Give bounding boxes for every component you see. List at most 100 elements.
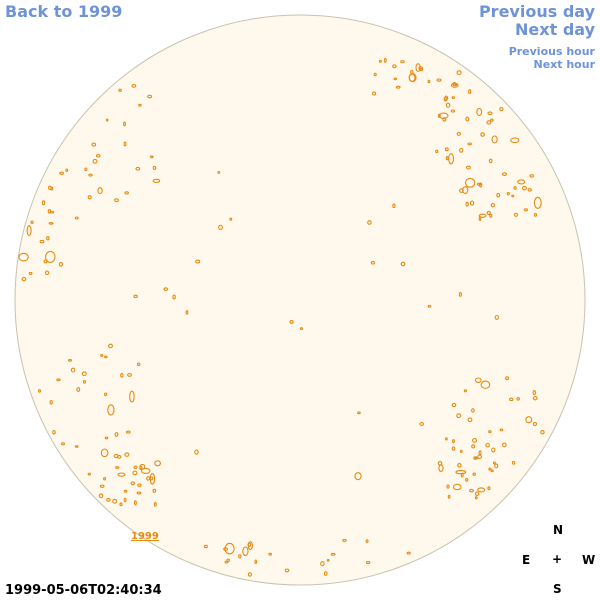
contour-mark (467, 142, 472, 146)
contour-mark (254, 559, 258, 564)
contour-mark (465, 165, 471, 170)
contour-mark (467, 417, 473, 423)
contour-mark (76, 387, 81, 392)
contour-mark (490, 469, 494, 473)
contour-mark (480, 380, 491, 389)
contour-mark (511, 461, 516, 465)
contour-mark (132, 470, 138, 476)
contour-mark (125, 430, 131, 434)
contour-mark (81, 371, 87, 377)
contour-mark (224, 560, 229, 564)
contour-mark (152, 178, 161, 184)
contour-mark (510, 137, 520, 144)
contour-mark (123, 497, 127, 503)
contour-mark (532, 390, 537, 396)
compass-west-label: W (582, 553, 596, 567)
contour-mark (224, 542, 235, 555)
contour-mark (415, 63, 421, 73)
contour-mark (463, 389, 468, 393)
contour-mark (108, 343, 113, 349)
contour-mark (46, 236, 50, 241)
contour-mark (152, 488, 157, 493)
contour-mark (517, 179, 526, 185)
contour-mark (472, 438, 478, 443)
contour-mark (480, 132, 485, 137)
contour-mark (513, 186, 517, 190)
contour-mark (99, 484, 105, 488)
contour-mark (459, 188, 464, 193)
previous-hour-link[interactable]: Previous hour (508, 45, 595, 58)
contour-mark (97, 187, 103, 195)
contour-mark (123, 489, 128, 493)
contour-mark (488, 467, 492, 471)
contour-mark (136, 362, 141, 367)
contour-mark (488, 430, 492, 434)
contour-mark (153, 502, 157, 507)
contour-mark (185, 310, 189, 315)
contour-mark (103, 477, 107, 481)
contour-mark (115, 466, 120, 469)
contour-mark (268, 552, 273, 556)
contour-mark (323, 571, 328, 576)
contour-mark (452, 483, 462, 491)
contour-mark (104, 436, 109, 440)
contour-mark (137, 483, 142, 487)
contour-mark (326, 558, 330, 562)
contour-mark (478, 213, 487, 218)
contour-mark (489, 213, 493, 218)
year-tag-link[interactable]: 1999 (131, 531, 159, 542)
contour-mark (44, 270, 50, 276)
next-day-link[interactable]: Next day (515, 20, 595, 39)
next-hour-link[interactable]: Next hour (533, 58, 596, 71)
contour-mark (49, 400, 53, 405)
contour-mark (41, 200, 46, 206)
contour-mark (506, 191, 510, 196)
contour-mark (124, 452, 130, 457)
contour-mark (471, 408, 475, 413)
contour-mark (490, 118, 494, 122)
contour-mark (438, 113, 441, 118)
contour-mark (131, 84, 137, 88)
contour-mark (427, 79, 431, 84)
contour-mark (370, 260, 376, 265)
contour-mark (446, 484, 450, 489)
contour-mark (456, 70, 462, 75)
contour-mark (400, 60, 405, 64)
contour-mark (107, 404, 115, 416)
contour-mark (299, 327, 303, 331)
back-to-year-link[interactable]: Back to 1999 (5, 2, 123, 21)
contour-mark (21, 276, 27, 282)
contour-mark (400, 261, 406, 267)
contour-mark (448, 153, 455, 165)
contour-mark (494, 314, 499, 320)
contour-mark (455, 469, 467, 475)
magnetogram-contours (18, 58, 545, 577)
contour-mark (487, 486, 491, 491)
contour-mark (87, 472, 91, 476)
contour-mark (139, 465, 143, 471)
contour-mark (533, 213, 538, 217)
contour-mark (458, 291, 462, 297)
contour-mark (59, 171, 64, 175)
contour-mark (516, 396, 520, 401)
contour-mark (149, 473, 156, 485)
contour-mark (509, 397, 514, 402)
contour-mark (105, 118, 109, 122)
contour-mark (477, 487, 486, 493)
contour-mark (58, 261, 64, 267)
contour-mark (419, 422, 425, 426)
contour-mark (505, 376, 510, 381)
contour-mark (523, 208, 529, 212)
contour-mark (435, 149, 439, 154)
previous-day-link[interactable]: Previous day (478, 2, 595, 21)
solar-disk (14, 14, 586, 586)
contour-mark (320, 561, 325, 567)
contour-mark (378, 59, 382, 63)
contour-mark (70, 367, 76, 373)
contour-mark (474, 377, 482, 383)
contour-mark (82, 380, 87, 384)
contour-mark (43, 259, 48, 264)
contour-mark (459, 147, 464, 153)
contour-mark (501, 172, 508, 176)
